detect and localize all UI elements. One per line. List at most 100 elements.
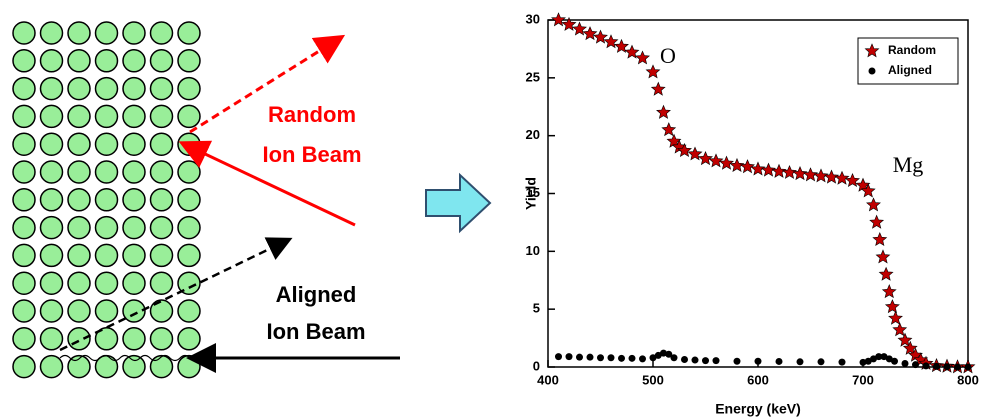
atom [149, 160, 174, 184]
star-marker [803, 167, 818, 182]
atom [67, 76, 91, 101]
circle-marker [681, 355, 688, 363]
atom [67, 21, 91, 45]
star-marker [813, 168, 829, 183]
x-axis-label: Energy (keV) [715, 401, 801, 417]
circle-marker [702, 357, 709, 365]
circle-marker [597, 354, 604, 362]
circle-marker [796, 358, 804, 366]
atom [122, 21, 146, 45]
atom [94, 327, 119, 351]
atom [122, 160, 146, 184]
atom [67, 49, 91, 73]
star-marker [845, 173, 860, 188]
atom [177, 160, 201, 184]
star-marker [650, 81, 666, 96]
star-marker [878, 266, 894, 281]
circle-marker [933, 362, 940, 370]
atom [149, 132, 174, 156]
atom [39, 271, 64, 295]
atom [149, 271, 174, 295]
atom [94, 160, 119, 184]
star-marker [824, 169, 839, 184]
atom [149, 327, 174, 351]
y-tick-label: 10 [526, 243, 540, 258]
circle-marker [607, 354, 615, 362]
atom [149, 243, 174, 268]
atom [94, 76, 119, 101]
circle-marker [880, 353, 888, 361]
atom [149, 76, 174, 101]
legend-box [857, 37, 959, 85]
atom [39, 354, 64, 379]
atom [94, 132, 119, 156]
star-marker [729, 157, 745, 173]
atom [39, 299, 64, 323]
atom [94, 188, 119, 212]
star-marker [719, 155, 734, 170]
atom [177, 132, 201, 156]
atom [122, 215, 146, 240]
atom [122, 299, 146, 323]
star-marker [698, 151, 713, 166]
star-marker [677, 142, 692, 158]
star-marker [661, 122, 677, 137]
atom [122, 76, 146, 101]
atom [39, 132, 64, 156]
star-marker [866, 197, 881, 212]
atom [177, 327, 201, 351]
legend-label: Aligned [888, 63, 932, 77]
star-marker [771, 163, 787, 178]
star-marker [593, 29, 608, 44]
circle-marker [912, 361, 919, 369]
channel-path [59, 354, 191, 362]
atom [67, 271, 91, 295]
atom [12, 132, 36, 156]
beam-label: Ion Beam [262, 142, 361, 167]
circle-marker [618, 354, 625, 362]
atom [94, 49, 119, 73]
circle-marker [817, 358, 825, 366]
atom [67, 327, 91, 351]
beam-label: Ion Beam [266, 319, 365, 344]
atom [12, 354, 36, 379]
circle-marker [775, 357, 783, 365]
circle-marker [555, 353, 562, 361]
atom [12, 243, 36, 268]
star-marker [897, 332, 913, 347]
circle-marker [964, 363, 972, 371]
atom [177, 76, 201, 101]
circle-marker [639, 355, 646, 363]
circle-marker [891, 357, 898, 365]
beam-label: Aligned [276, 282, 357, 307]
circle-marker [712, 357, 720, 365]
star-marker [872, 232, 888, 247]
atom [67, 215, 91, 240]
atom [39, 49, 64, 73]
circle-marker [922, 362, 930, 370]
y-axis-label: Yield [523, 177, 539, 210]
atom [12, 271, 36, 295]
star-marker [614, 38, 629, 53]
star-marker [635, 50, 650, 65]
circle-marker [586, 353, 594, 361]
atom [12, 49, 36, 73]
atom [12, 327, 36, 351]
atom [67, 243, 91, 268]
star-marker [551, 12, 566, 27]
atom [177, 299, 201, 323]
circle-marker [654, 351, 662, 359]
atom [122, 327, 146, 351]
atom-grid [12, 21, 201, 379]
atom [149, 104, 174, 129]
circle-marker [885, 355, 893, 363]
star-marker [708, 153, 724, 168]
x-tick-label: 500 [642, 372, 664, 387]
y-tick-label: 15 [526, 185, 540, 200]
atom [67, 299, 91, 323]
atom [67, 104, 91, 129]
atom [12, 104, 36, 129]
backscatter-beam [59, 237, 293, 352]
star-marker [750, 161, 766, 176]
